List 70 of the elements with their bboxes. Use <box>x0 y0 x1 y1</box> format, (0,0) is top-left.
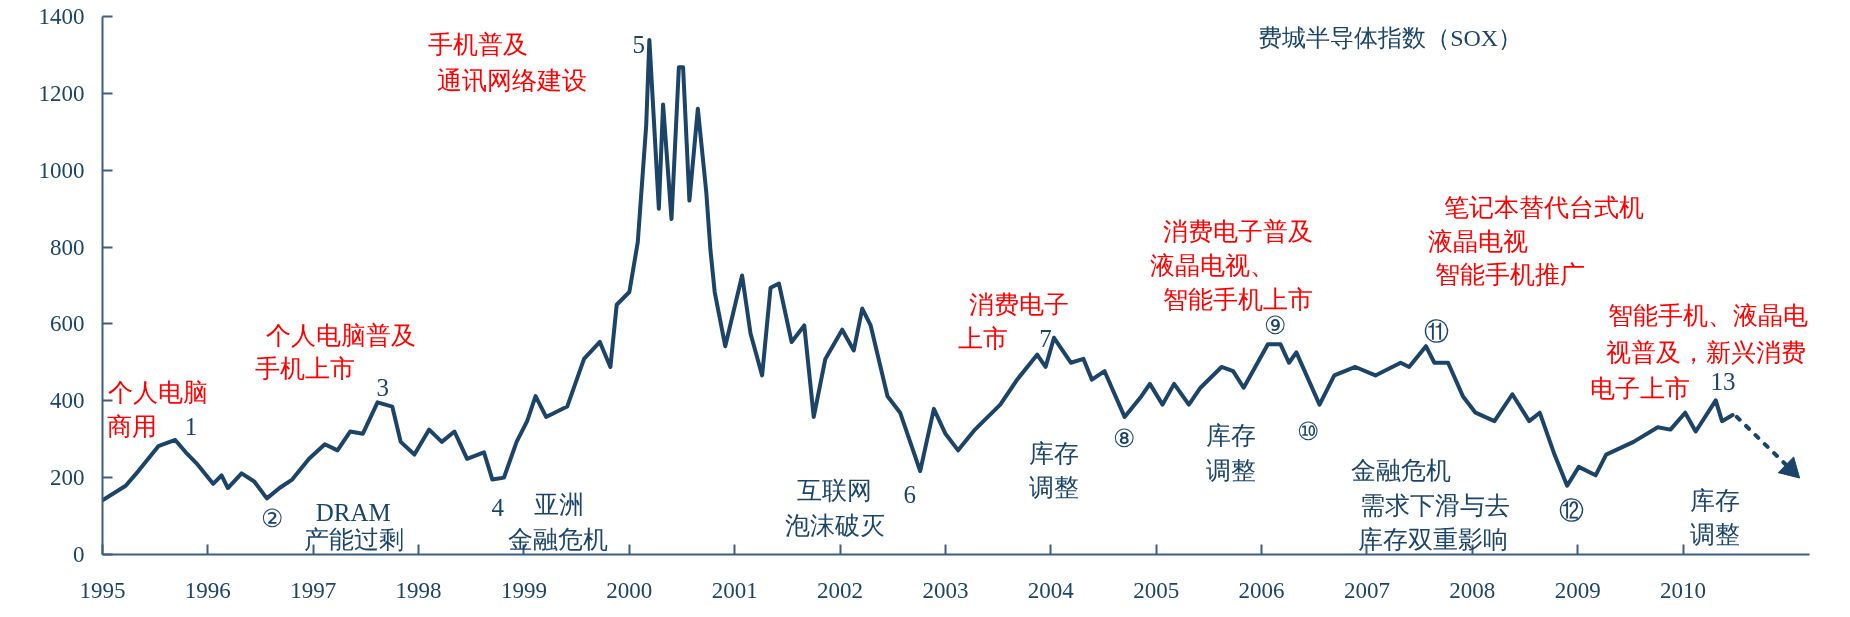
y-tick-label: 1400 <box>38 4 85 29</box>
annotation: 消费电子普及 <box>1163 217 1314 245</box>
annotation: 5 <box>632 30 646 58</box>
x-tick-label: 2006 <box>1238 577 1285 603</box>
annotation: 亚洲 <box>533 491 584 519</box>
x-tick-label: 1998 <box>395 577 442 603</box>
y-tick-label: 1000 <box>38 157 85 183</box>
annotation: 笔记本替代台式机 <box>1443 193 1644 221</box>
annotation: 泡沫破灭 <box>784 511 885 539</box>
annotation: 3 <box>376 373 390 401</box>
x-tick-label: 2000 <box>606 577 653 603</box>
x-tick-label: 2002 <box>817 577 864 603</box>
annotation: 4 <box>491 494 505 522</box>
x-tick-label: 2003 <box>922 577 969 603</box>
x-tick-label: 2005 <box>1133 577 1180 603</box>
annotation: ⑧ <box>1112 424 1135 452</box>
annotation: 商用 <box>107 413 157 441</box>
x-tick-label: 1997 <box>290 577 337 603</box>
x-tick-label: 2010 <box>1660 577 1707 603</box>
x-tick-label: 2001 <box>711 577 758 603</box>
annotation: 调整 <box>1689 521 1740 549</box>
x-tick-label: 1995 <box>79 577 126 603</box>
annotation: ⑪ <box>1423 317 1449 345</box>
annotation: 7 <box>1039 324 1052 352</box>
annotation: 电子上市 <box>1589 374 1690 402</box>
x-tick-label: 1999 <box>500 577 547 603</box>
x-tick-label: 2004 <box>1027 577 1075 603</box>
annotation: 库存 <box>1028 439 1079 467</box>
annotation: 13 <box>1710 368 1736 396</box>
annotation: 手机上市 <box>254 355 355 383</box>
annotation: 智能手机上市 <box>1163 285 1314 313</box>
annotation: 消费电子 <box>969 290 1070 318</box>
annotation: 上市 <box>958 324 1009 352</box>
annotation: 互联网 <box>797 476 873 504</box>
x-tick-label: 2009 <box>1554 577 1601 603</box>
annotation: ⑨ <box>1264 311 1287 339</box>
y-tick-label: 600 <box>50 311 85 337</box>
x-tick-label: 2007 <box>1343 577 1390 603</box>
annotation: 通讯网络建设 <box>437 66 588 94</box>
annotation: 视普及，新兴消费 <box>1606 338 1807 366</box>
x-tick-label: 2008 <box>1449 577 1496 603</box>
annotation: 智能手机推广 <box>1435 260 1586 288</box>
annotation: 6 <box>903 481 916 509</box>
y-tick-label: 400 <box>50 388 85 414</box>
annotation: 智能手机、液晶电 <box>1608 301 1809 329</box>
annotation: 液晶电视 <box>1427 227 1528 255</box>
y-tick-label: 0 <box>73 542 85 567</box>
annotation: 液晶电视、 <box>1149 252 1275 280</box>
annotation: 金融危机 <box>1350 457 1451 485</box>
annotation: 金融危机 <box>507 525 608 553</box>
y-tick-label: 1200 <box>38 80 85 106</box>
y-tick-label: 200 <box>50 465 85 491</box>
annotation: 库存 <box>1689 486 1740 514</box>
y-tick-label: 800 <box>50 234 85 260</box>
annotation: ⑩ <box>1296 418 1319 446</box>
annotation: 库存 <box>1206 421 1257 449</box>
annotation: ⑫ <box>1558 496 1584 524</box>
annotation: 1 <box>184 413 198 441</box>
annotation: 个人电脑 <box>108 378 209 406</box>
annotation: 调整 <box>1028 474 1079 502</box>
annotation: 需求下滑与去 <box>1360 491 1511 519</box>
annotation: DRAM <box>315 499 391 527</box>
annotation: 库存双重影响 <box>1358 525 1509 553</box>
chart-title: 费城半导体指数（SOX） <box>1258 25 1523 52</box>
annotation: 产能过剩 <box>304 526 405 554</box>
annotation: 手机普及 <box>427 31 528 59</box>
annotation: ② <box>261 504 284 532</box>
x-tick-label: 1996 <box>184 577 231 603</box>
annotation: 调整 <box>1206 456 1257 484</box>
annotation: 个人电脑普及 <box>265 321 416 349</box>
